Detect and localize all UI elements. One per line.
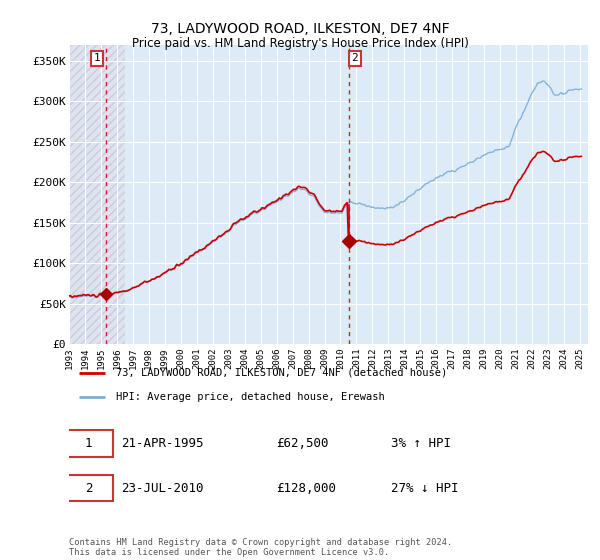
Text: Price paid vs. HM Land Registry's House Price Index (HPI): Price paid vs. HM Land Registry's House …	[131, 38, 469, 50]
FancyBboxPatch shape	[64, 431, 113, 456]
Text: 73, LADYWOOD ROAD, ILKESTON, DE7 4NF (detached house): 73, LADYWOOD ROAD, ILKESTON, DE7 4NF (de…	[116, 368, 447, 378]
Text: 1: 1	[94, 53, 100, 63]
FancyBboxPatch shape	[64, 475, 113, 501]
Bar	[125, 45, 588, 344]
Bar	[69, 45, 125, 344]
Text: £62,500: £62,500	[277, 437, 329, 450]
Text: 23-JUL-2010: 23-JUL-2010	[121, 482, 203, 495]
Text: Contains HM Land Registry data © Crown copyright and database right 2024.
This d: Contains HM Land Registry data © Crown c…	[69, 538, 452, 557]
Text: 2: 2	[352, 53, 358, 63]
Text: 2: 2	[85, 482, 92, 495]
Text: £128,000: £128,000	[277, 482, 337, 495]
Text: 73, LADYWOOD ROAD, ILKESTON, DE7 4NF: 73, LADYWOOD ROAD, ILKESTON, DE7 4NF	[151, 22, 449, 36]
Text: 3% ↑ HPI: 3% ↑ HPI	[391, 437, 451, 450]
Text: 27% ↓ HPI: 27% ↓ HPI	[391, 482, 458, 495]
Text: 1: 1	[85, 437, 92, 450]
Text: 21-APR-1995: 21-APR-1995	[121, 437, 203, 450]
Text: HPI: Average price, detached house, Erewash: HPI: Average price, detached house, Erew…	[116, 392, 385, 402]
